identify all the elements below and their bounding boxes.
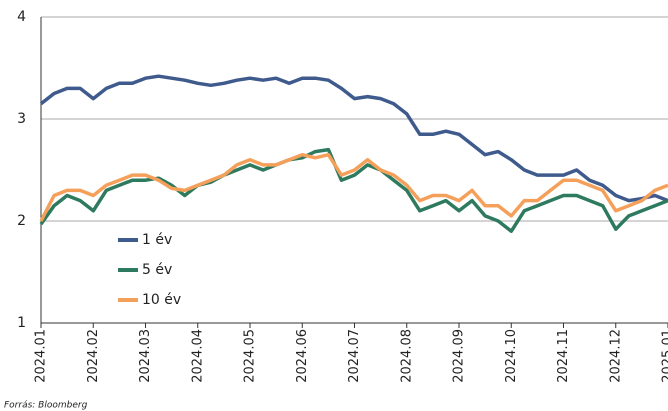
legend-label: 5 év (142, 262, 172, 278)
x-tick-label: 2024.01 (34, 329, 49, 383)
x-tick-label: 2024.02 (86, 329, 101, 383)
source: Forrás: Bloomberg (4, 401, 88, 411)
x-tick-label: 2024.12 (608, 329, 623, 383)
x-tick-label: 2024.08 (399, 329, 414, 383)
x-tick-label: 2024.04 (190, 329, 205, 383)
line-series (39, 147, 668, 233)
x-tick-label: 2024.10 (504, 329, 519, 383)
y-tick-label: 3 (17, 111, 26, 127)
y-tick-label: 4 (17, 9, 26, 25)
line-series (39, 152, 668, 222)
x-tick-label: 2024.06 (295, 329, 310, 383)
legend-label: 10 év (142, 292, 181, 308)
line-series (39, 74, 668, 203)
x-tick-label: 2024.07 (347, 329, 362, 383)
y-tick-label: 2 (17, 213, 26, 229)
legend-label: 1 év (142, 232, 172, 248)
x-tick-label: 2025.01 (661, 329, 668, 383)
y-tick-label: 1 (17, 315, 26, 331)
x-tick-label: 2024.03 (138, 329, 153, 383)
x-tick-label: 2024.05 (243, 329, 258, 383)
x-tick-label: 2024.09 (452, 329, 467, 383)
x-tick-label: 2024.11 (556, 329, 571, 383)
